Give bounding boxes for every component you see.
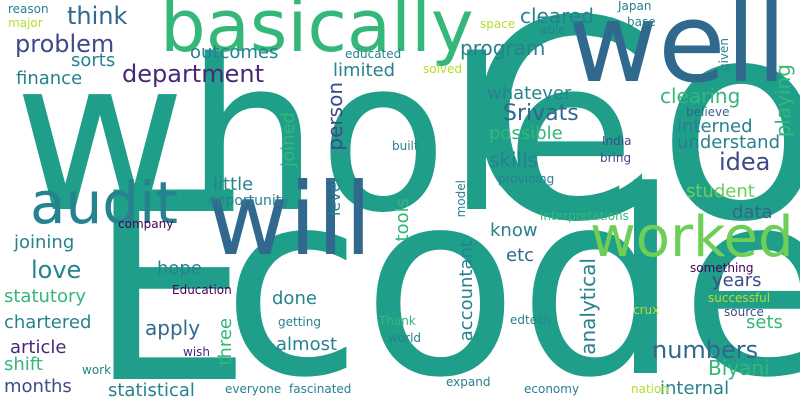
word: given xyxy=(717,38,731,72)
word: data xyxy=(732,202,773,223)
word: done xyxy=(272,288,317,309)
word: possible xyxy=(489,123,563,144)
word: hope xyxy=(157,258,202,279)
word: work xyxy=(82,363,112,377)
word: able xyxy=(540,23,566,37)
word: person xyxy=(323,82,347,151)
word: Thank xyxy=(379,314,416,328)
word: article xyxy=(10,337,67,358)
word: clearing xyxy=(660,84,741,108)
word: idea xyxy=(719,148,771,176)
word: well xyxy=(568,0,787,107)
word: major xyxy=(8,16,43,30)
word: understand xyxy=(677,132,781,153)
word: Japan xyxy=(618,0,652,13)
word: believe xyxy=(686,105,730,119)
word: limited xyxy=(333,60,396,81)
word: level xyxy=(325,178,344,217)
word: built xyxy=(392,139,419,153)
word: edtech xyxy=(510,313,552,327)
word: numbers xyxy=(652,336,759,364)
word: will xyxy=(207,161,373,278)
word: student xyxy=(686,181,755,202)
word: whatever xyxy=(487,83,572,104)
word: solved xyxy=(423,62,463,76)
word: joined xyxy=(278,112,299,167)
word: India xyxy=(602,134,632,148)
word: department xyxy=(122,60,264,88)
word: etc xyxy=(506,245,535,266)
word: think xyxy=(67,2,128,30)
word: base xyxy=(627,15,656,29)
word: interpretations xyxy=(540,209,629,223)
word: tools xyxy=(392,198,413,242)
word: outcomes xyxy=(190,42,279,63)
word: educated xyxy=(345,47,402,61)
word: providing xyxy=(498,172,555,186)
word: statutory xyxy=(4,286,87,307)
word: chartered xyxy=(4,312,92,333)
word: sets xyxy=(746,312,783,333)
word: Education xyxy=(172,283,232,297)
word: economy xyxy=(524,382,580,396)
word: crux xyxy=(633,303,660,317)
word: whole xyxy=(14,14,635,259)
word: internal xyxy=(660,378,730,399)
word: three xyxy=(215,318,236,366)
word: wish xyxy=(183,345,211,359)
word: code xyxy=(222,137,800,400)
word: Co xyxy=(465,0,800,282)
word: program xyxy=(460,36,546,60)
word: accountant xyxy=(456,240,477,342)
word: finance xyxy=(16,68,83,89)
word: something xyxy=(690,261,754,275)
word: playing xyxy=(771,64,795,138)
word: Biyani xyxy=(708,356,770,380)
word: bring xyxy=(600,151,632,165)
word: E xyxy=(88,139,253,400)
word: Srivats xyxy=(503,101,579,126)
word: joining xyxy=(14,232,75,253)
word: nation xyxy=(631,382,669,396)
word: getting xyxy=(278,315,321,329)
word: space xyxy=(480,17,516,31)
word: months xyxy=(4,376,72,397)
word: problem xyxy=(15,30,115,58)
word: almost xyxy=(276,334,338,355)
word: years xyxy=(712,270,762,291)
word: analytical xyxy=(576,258,600,355)
word: worked xyxy=(590,205,794,270)
word: model xyxy=(454,180,468,218)
word: sorts xyxy=(71,50,116,71)
word: know xyxy=(490,220,538,241)
word: world xyxy=(388,331,422,345)
word: company xyxy=(118,217,174,231)
word: basically xyxy=(160,0,474,68)
word: fascinated xyxy=(289,382,352,396)
word: apply xyxy=(145,316,201,340)
word: cleared xyxy=(520,4,594,28)
word: shift xyxy=(4,354,43,375)
word: successful xyxy=(708,291,771,305)
word: audit xyxy=(30,169,178,237)
word: opportunity xyxy=(208,193,290,209)
word: source xyxy=(724,305,764,319)
word: reason xyxy=(8,2,49,16)
word: expand xyxy=(446,375,491,389)
word: everyone xyxy=(225,382,282,396)
word: skills xyxy=(489,148,539,172)
word: statistical xyxy=(108,380,195,400)
word: little xyxy=(213,174,254,195)
word: interned xyxy=(677,116,753,137)
word: love xyxy=(31,256,82,284)
